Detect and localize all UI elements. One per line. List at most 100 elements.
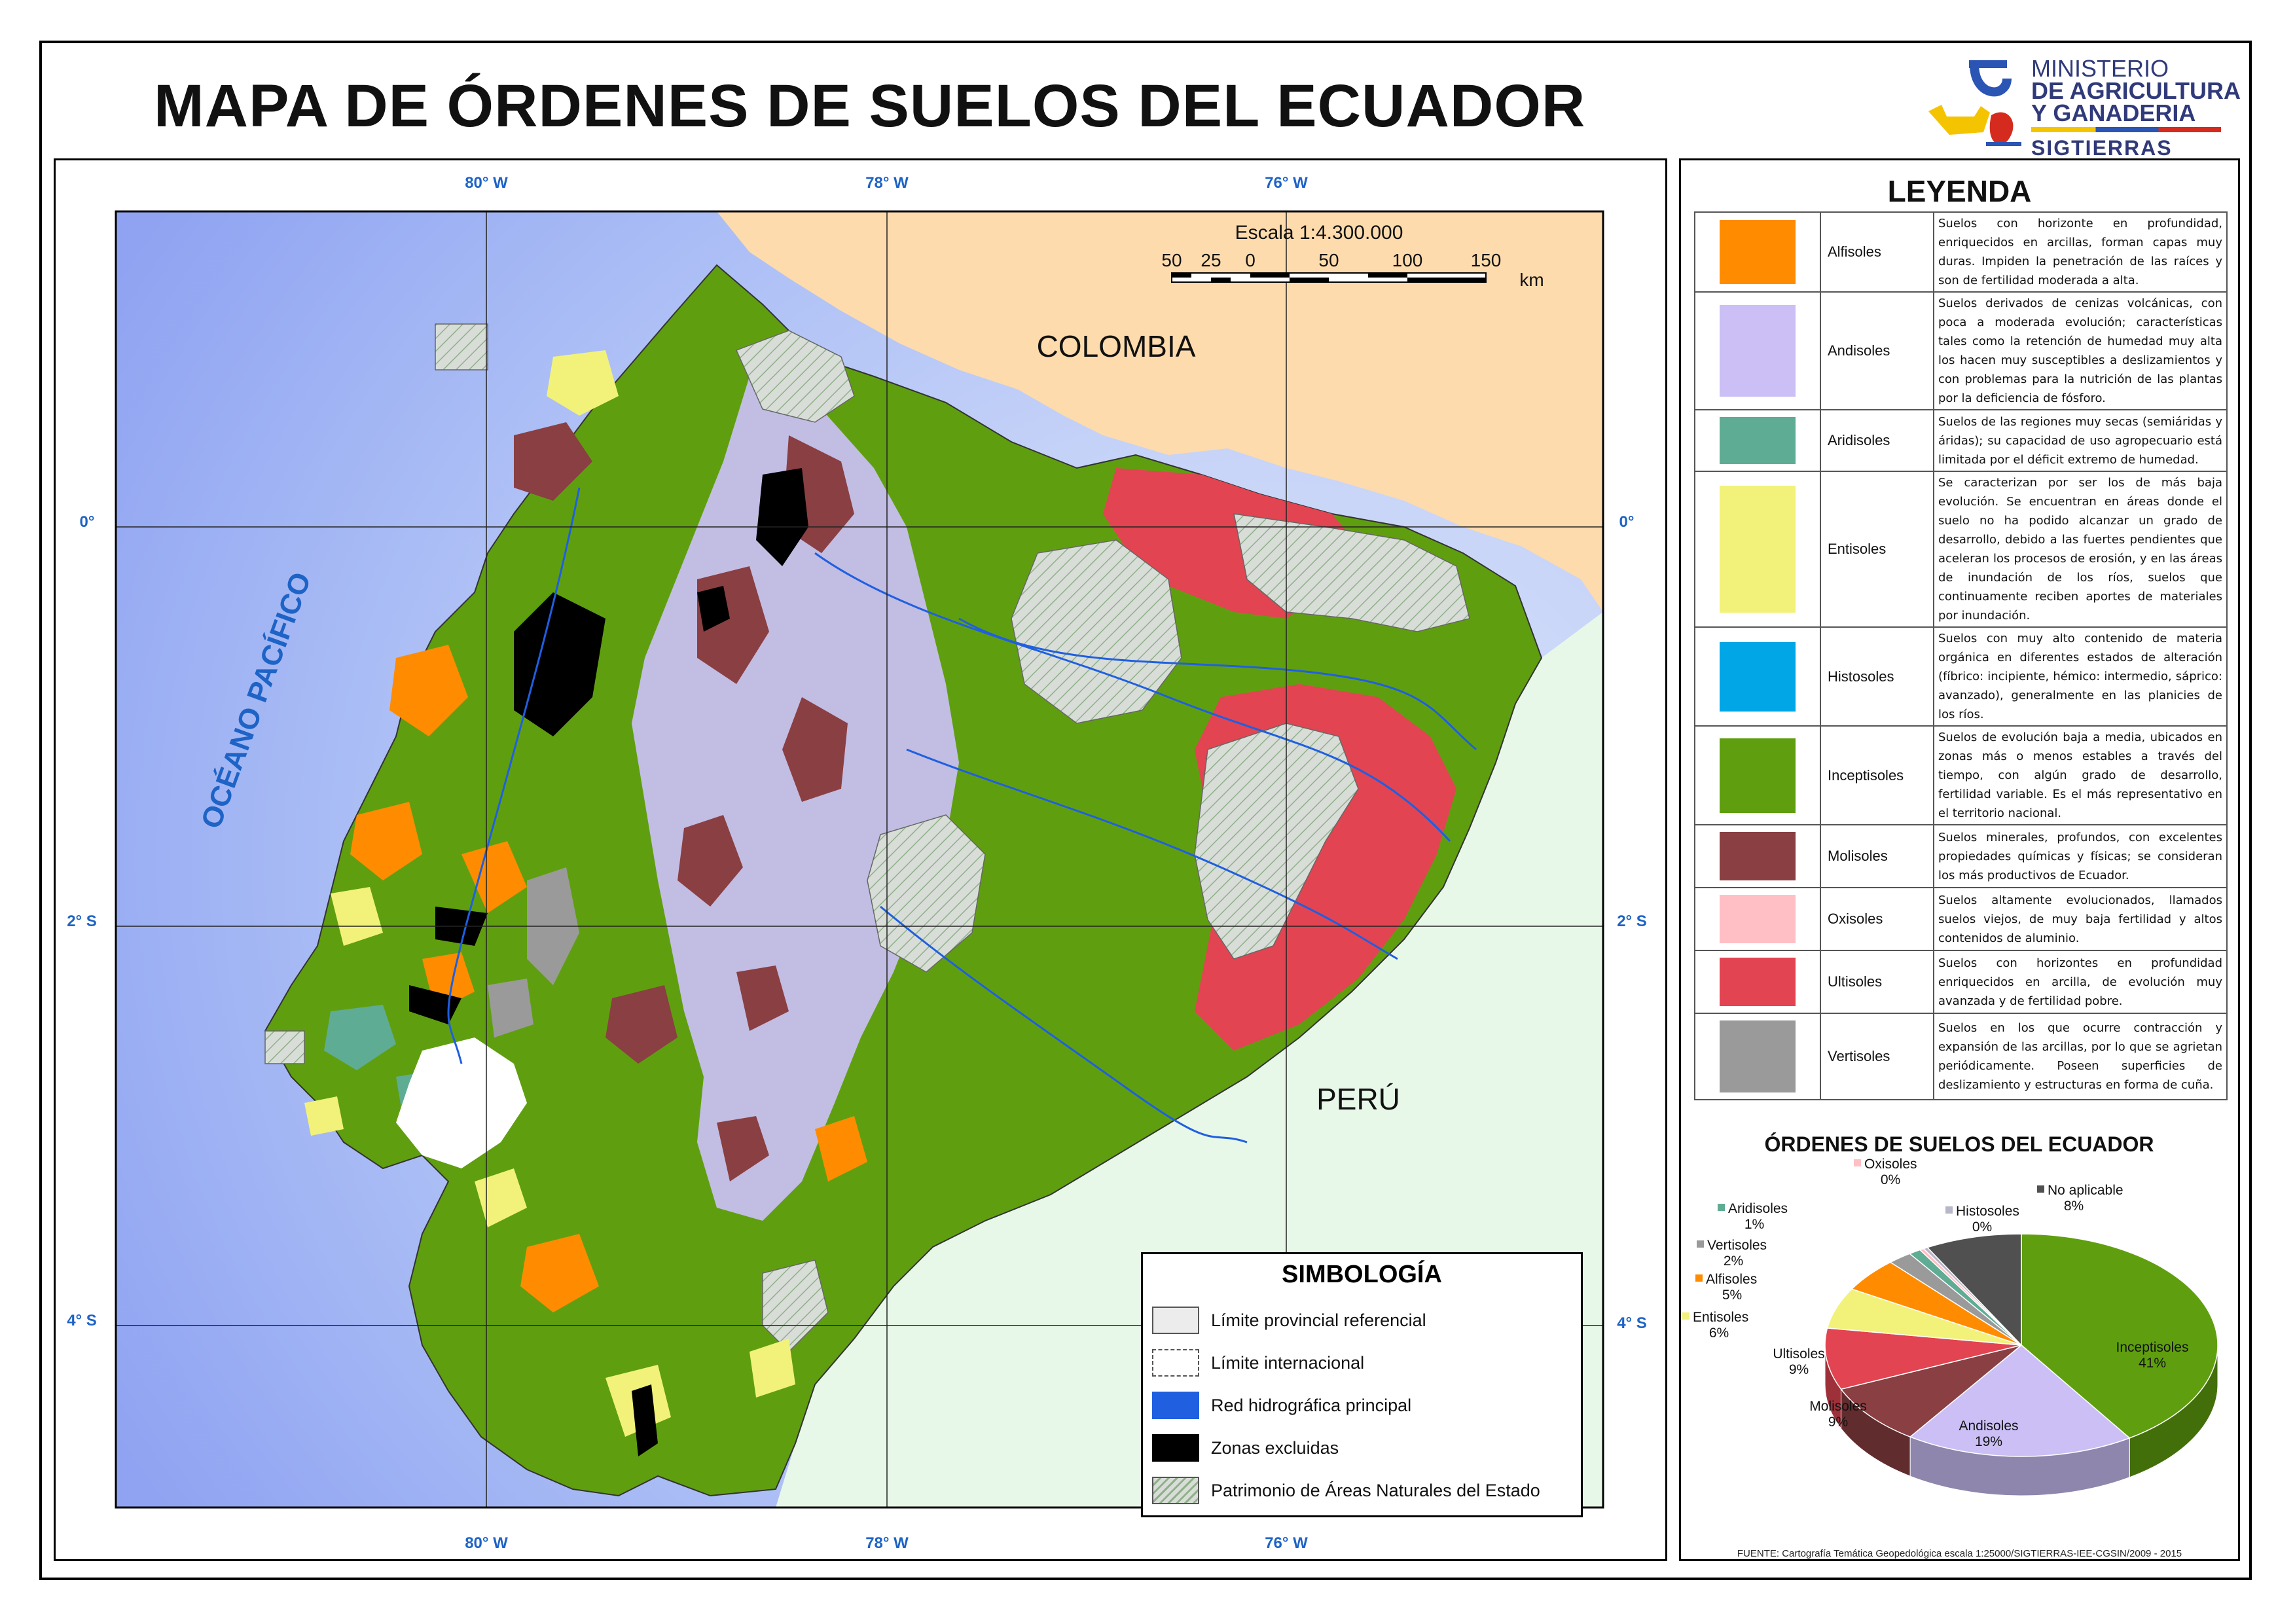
- graticule-right-4s: 4° S: [1617, 1314, 1647, 1332]
- pie-label-name: Molisoles: [1809, 1399, 1867, 1414]
- pie-label-marker: [1854, 1159, 1861, 1166]
- pie-label-name: Aridisoles: [1728, 1201, 1788, 1216]
- colombia-label: COLOMBIA: [1037, 329, 1196, 363]
- scale-tick-25: 25: [1201, 250, 1221, 270]
- protected-swatch: [1152, 1477, 1199, 1504]
- page-title: MAPA DE ÓRDENES DE SUELOS DEL ECUADOR: [154, 73, 1586, 139]
- logo-line-2: DE AGRICULTURA: [2031, 77, 2241, 104]
- legend-swatch-cell: [1694, 409, 1821, 472]
- pie-label-marker: [1697, 1240, 1704, 1248]
- legend-description: Suelos de las regiones muy secas (semiár…: [1933, 409, 2228, 472]
- legend-swatch-cell: [1694, 1013, 1821, 1100]
- scale-tick-50: 50: [1318, 250, 1339, 270]
- graticule-top-78w: 78° W: [865, 174, 909, 192]
- logo-color-bar: [2031, 127, 2221, 132]
- scale-unit: km: [1519, 270, 1544, 290]
- legend-name: Ultisoles: [1820, 950, 1934, 1014]
- pie-label-name: Vertisoles: [1707, 1238, 1767, 1253]
- protected-area: [264, 1030, 305, 1064]
- pie-slice-no-aplicable: [1926, 1233, 2022, 1346]
- legend-swatch: [1720, 220, 1796, 284]
- legend-name: Inceptisoles: [1820, 725, 1934, 825]
- legend-row-entisoles: Entisoles Se caracterizan por ser los de …: [1694, 471, 2228, 628]
- legend-swatch-cell: [1694, 626, 1821, 727]
- legend-swatch: [1720, 305, 1796, 397]
- legend-swatch-cell: [1694, 211, 1821, 293]
- pie-label-value: 19%: [1975, 1434, 2002, 1449]
- pie-label-name: Ultisoles: [1773, 1346, 1824, 1362]
- simbologia-box: SIMBOLOGÍA Límite provincial referencial…: [1141, 1252, 1583, 1517]
- legend-name: Aridisoles: [1820, 409, 1934, 472]
- simbologia-label-international: Límite internacional: [1211, 1353, 1365, 1373]
- legend-panel: LEYENDA Alfisoles Suelos con horizonte en…: [1679, 158, 2240, 1561]
- legend-description: Suelos minerales, profundos, con excelen…: [1933, 824, 2228, 888]
- legend-swatch: [1720, 1020, 1796, 1092]
- legend-row-alfisoles: Alfisoles Suelos con horizonte en profund…: [1694, 211, 2228, 293]
- scale-tick-150: 150: [1471, 250, 1502, 270]
- pie-label-value: 1%: [1744, 1217, 1764, 1232]
- legend-table: Alfisoles Suelos con horizonte en profund…: [1694, 211, 2228, 1100]
- pie-label-value: 41%: [2139, 1356, 2166, 1371]
- protected-area: [1194, 723, 1359, 960]
- pie-label-name: Inceptisoles: [2116, 1340, 2189, 1355]
- pie-label-value: 0%: [1972, 1219, 1992, 1235]
- legend-swatch: [1720, 832, 1796, 880]
- simbologia-title: SIMBOLOGÍA: [1282, 1261, 1442, 1288]
- pie-label-marker: [1682, 1312, 1690, 1320]
- pie-label-name: No aplicable: [2048, 1183, 2123, 1198]
- legend-description: Suelos derivados de cenizas volcánicas, …: [1933, 291, 2228, 410]
- legend-row-ultisoles: Ultisoles Suelos con horizontes en profun…: [1694, 950, 2228, 1014]
- pie-label-value: 8%: [2064, 1199, 2084, 1214]
- colombia-area: [717, 211, 1603, 612]
- legend-swatch-cell: [1694, 824, 1821, 888]
- pie-label-marker: [1945, 1206, 1953, 1214]
- map-panel: 80° W 78° W 76° W 80° W 78° W 76° W 0° 2…: [54, 158, 1667, 1561]
- protected-area: [735, 330, 855, 423]
- logo-line-1: MINISTERIO: [2031, 55, 2169, 82]
- legend-swatch-cell: [1694, 725, 1821, 825]
- legend-swatch-cell: [1694, 887, 1821, 951]
- soil-pie-chart: ÓRDENES DE SUELOS DEL ECUADOR Oxisoles0%…: [1682, 1132, 2218, 1496]
- simbologia-label-provincial: Límite provincial referencial: [1211, 1310, 1426, 1330]
- gulf-water: [396, 1038, 527, 1168]
- legend-description: Suelos de evolución baja a media, ubicad…: [1933, 725, 2228, 825]
- provincial-limit-swatch: [1152, 1307, 1199, 1334]
- simbologia-label-rivers: Red hidrográfica principal: [1211, 1396, 1412, 1415]
- legend-row-inceptisoles: Inceptisoles Suelos de evolución baja a m…: [1694, 725, 2228, 825]
- protected-area: [1233, 513, 1470, 632]
- graticule-right-2s: 2° S: [1617, 912, 1647, 930]
- graticule-left-4s: 4° S: [67, 1312, 97, 1329]
- logo-line-3: Y GANADERIA: [2031, 99, 2196, 126]
- graticule-right-labels: 0° 2° S 4° S: [1617, 513, 1647, 1332]
- legend-swatch: [1720, 486, 1796, 613]
- pie-slice-andisoles: [1909, 1344, 2131, 1457]
- legend-swatch-cell: [1694, 291, 1821, 410]
- scale-title: Escala 1:4.300.000: [1235, 222, 1403, 244]
- simbologia-label-excluded: Zonas excluidas: [1211, 1438, 1339, 1458]
- pie-label-name: Histosoles: [1956, 1204, 2019, 1219]
- pie-label-marker: [2037, 1185, 2044, 1193]
- legend-row-andisoles: Andisoles Suelos derivados de cenizas vol…: [1694, 291, 2228, 410]
- scale-tick-50w: 50: [1161, 250, 1182, 270]
- excluded-zones: [409, 468, 808, 1456]
- pie-title: ÓRDENES DE SUELOS DEL ECUADOR: [1764, 1132, 2154, 1156]
- pie-label-value: 9%: [1789, 1362, 1809, 1377]
- legend-swatch: [1720, 738, 1796, 813]
- legend-name: Entisoles: [1820, 471, 1934, 628]
- international-limit-swatch: [1152, 1349, 1199, 1377]
- protected-area: [1011, 539, 1182, 724]
- scale-tick-0: 0: [1245, 250, 1256, 270]
- legend-description: Suelos con muy alto contenido de materia…: [1933, 626, 2228, 727]
- source-note: FUENTE: Cartografía Temática Geopedológi…: [1737, 1548, 2182, 1559]
- ministry-logo-emblem: [1928, 60, 2021, 146]
- legend-row-vertisoles: Vertisoles Suelos en los que ocurre contr…: [1694, 1013, 2228, 1100]
- legend-row-molisoles: Molisoles Suelos minerales, profundos, co…: [1694, 824, 2228, 888]
- graticule-bottom-80w: 80° W: [465, 1534, 508, 1552]
- pie-label-marker: [1718, 1204, 1725, 1211]
- protected-area: [762, 1259, 829, 1353]
- pie-label-value: 5%: [1722, 1288, 1742, 1303]
- pie-slice-molisoles: [1840, 1344, 2022, 1437]
- protected-area: [435, 323, 488, 370]
- legend-description: Se caracterizan por ser los de más baja …: [1933, 471, 2228, 628]
- pie-label-value: 2%: [1724, 1254, 1743, 1269]
